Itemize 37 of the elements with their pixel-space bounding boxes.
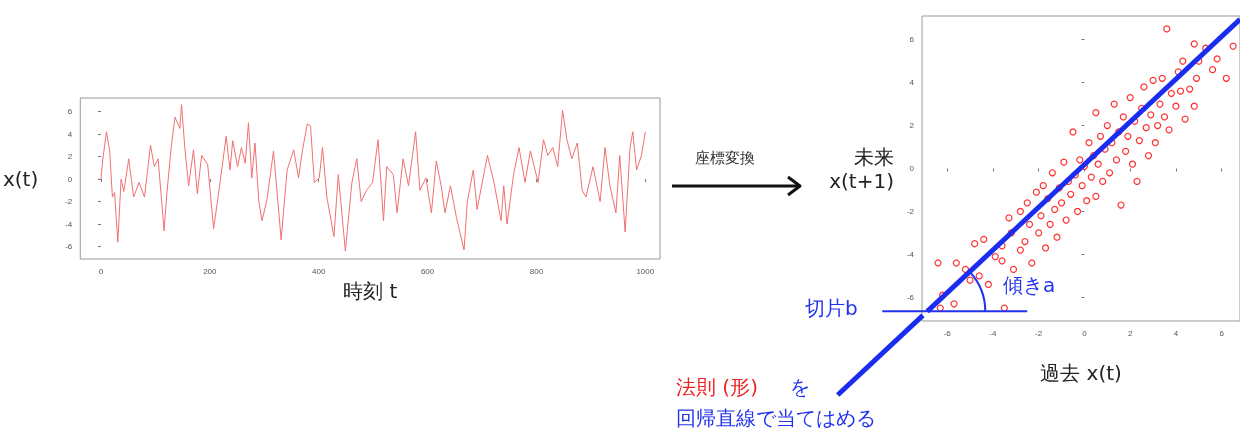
- x-tick-label: 1000: [636, 266, 655, 276]
- text: を: [790, 375, 810, 399]
- x-tick-label: 200: [203, 266, 218, 276]
- x-tick-label: -4: [989, 328, 998, 338]
- text: 法則 (形): [676, 375, 758, 399]
- y-axis-title: 未来 x(t+1): [829, 144, 894, 193]
- y-tick-label: 2: [909, 121, 915, 131]
- x-tick-label: 4: [1173, 328, 1179, 338]
- y-tick-label: -2: [906, 206, 915, 216]
- y-tick-label: -6: [906, 292, 915, 302]
- x-axis-title: 時刻 t: [343, 279, 398, 303]
- y-tick-label: 4: [909, 78, 915, 88]
- x-tick-label: -2: [1035, 328, 1043, 338]
- y-tick-label: 4: [67, 129, 73, 139]
- annotation: 回帰直線で当てはめる: [676, 406, 876, 430]
- x-tick-label: 400: [312, 266, 326, 276]
- y-tick-label: 0: [67, 174, 73, 184]
- x-tick-label: 0: [1082, 328, 1088, 338]
- x-tick-label: 6: [1219, 328, 1225, 338]
- y-axis-title: x(t): [2, 166, 39, 191]
- x-tick-label: 600: [420, 266, 435, 276]
- y-tick-label: -2: [65, 197, 73, 207]
- x-tick-label: 0: [98, 266, 104, 276]
- y-tick-label: 6: [67, 107, 73, 117]
- x-tick-label: -6: [943, 328, 952, 338]
- x-axis-title: 過去 x(t): [1040, 361, 1122, 385]
- text: 座標変換: [695, 148, 755, 169]
- text: 切片b: [805, 296, 858, 320]
- x-tick-label: 2: [1127, 328, 1133, 338]
- y-tick-label: 0: [909, 164, 915, 173]
- y-tick-label: 6: [909, 35, 915, 45]
- y-tick-label: -6: [65, 242, 73, 252]
- y-tick-label: -4: [65, 219, 73, 229]
- y-tick-label: -4: [906, 249, 915, 259]
- y-tick-label: 2: [67, 152, 73, 162]
- annotation: 傾きa: [1002, 272, 1056, 297]
- x-tick-label: 800: [529, 266, 544, 276]
